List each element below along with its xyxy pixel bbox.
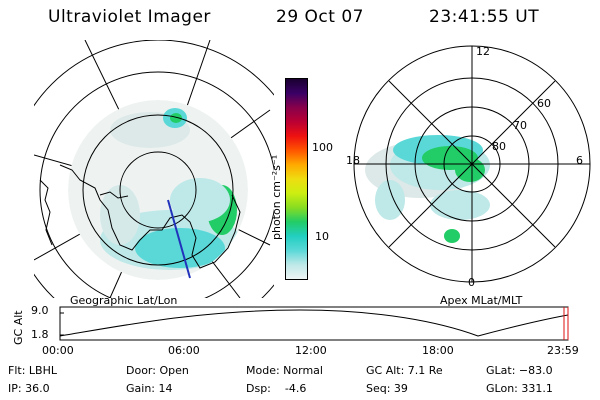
mlt-label-0: 0 <box>468 276 475 289</box>
mlat-label-70: 70 <box>513 119 527 132</box>
mlt-label-6: 6 <box>576 154 583 167</box>
footer-dsp: Dsp: -4.6 <box>246 382 307 395</box>
mlat-label-60: 60 <box>537 97 551 110</box>
footer-door: Door: Open <box>126 364 189 377</box>
altitude-ytick-low: 1.8 <box>31 328 49 341</box>
mlt-label-18: 18 <box>346 154 360 167</box>
right-panel-caption: Apex MLat/MLT <box>440 294 523 307</box>
left-panel-caption: Geographic Lat/Lon <box>70 294 178 307</box>
altitude-xtick-2359: 23:59 <box>547 344 579 357</box>
footer-gc-alt: GC Alt: 7.1 Re <box>366 364 443 377</box>
altitude-ytick-high: 9.0 <box>31 304 49 317</box>
footer-glat: GLat: −83.0 <box>486 364 553 377</box>
footer-seq: Seq: 39 <box>366 382 408 395</box>
colorbar-tick-100: 100 <box>312 141 333 154</box>
date-label: 29 Oct 07 <box>276 7 364 27</box>
colorbar <box>285 78 308 280</box>
footer-mode: Mode: Normal <box>246 364 323 377</box>
footer-flt: Flt: LBHL <box>8 364 57 377</box>
altitude-xtick-0600: 06:00 <box>168 344 200 357</box>
colorbar-tick-10: 10 <box>315 230 329 243</box>
mlt-label-12: 12 <box>476 45 490 58</box>
left-aurora-image <box>68 100 248 280</box>
footer-ip: IP: 36.0 <box>8 382 50 395</box>
altitude-xtick-1200: 12:00 <box>295 344 327 357</box>
mlat-label-80: 80 <box>492 140 506 153</box>
footer-glon: GLon: 331.1 <box>486 382 553 395</box>
altitude-xtick-0000: 00:00 <box>42 344 74 357</box>
footer-gain: Gain: 14 <box>126 382 173 395</box>
altitude-xtick-1800: 18:00 <box>422 344 454 357</box>
instrument-title: Ultraviolet Imager <box>48 7 211 27</box>
time-label: 23:41:55 UT <box>429 7 540 27</box>
altitude-curve <box>59 309 569 337</box>
